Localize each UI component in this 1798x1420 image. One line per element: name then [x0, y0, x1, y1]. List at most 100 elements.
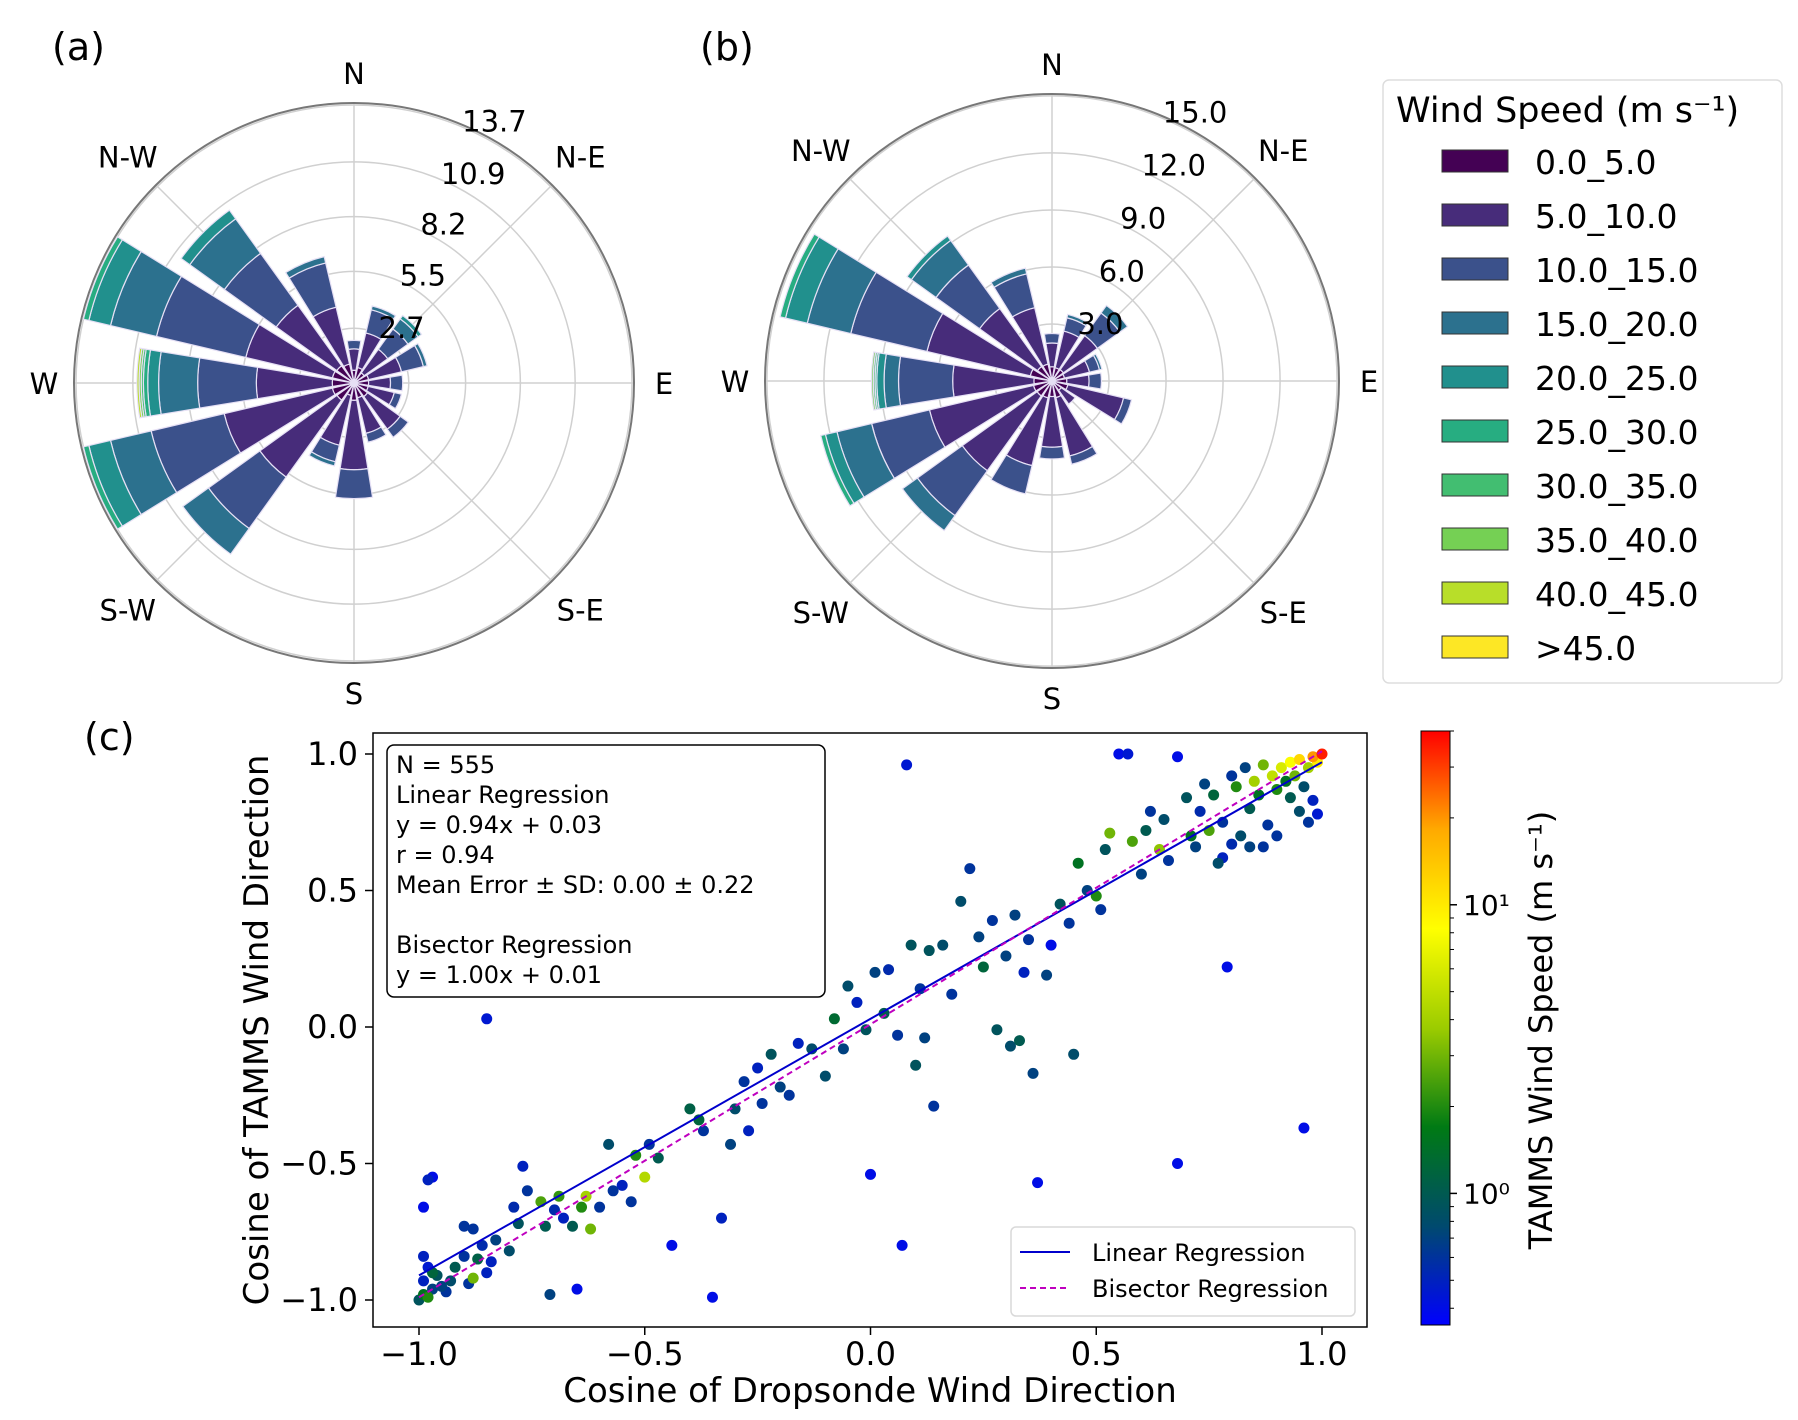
- legend-label: 0.0_5.0: [1535, 143, 1656, 182]
- data-point: [1235, 830, 1247, 842]
- data-point: [1104, 827, 1116, 839]
- data-point: [792, 1037, 804, 1049]
- rose-bar-segment: [284, 255, 327, 279]
- data-point: [458, 1250, 470, 1262]
- stats-box: [386, 744, 826, 998]
- legend-swatch: [1441, 527, 1509, 551]
- data-point: [1135, 868, 1147, 880]
- y-axis-label: Cosine of TAMMS Wind Direction: [237, 755, 277, 1306]
- data-point: [684, 1103, 696, 1115]
- data-point: [1194, 805, 1206, 817]
- radial-tick-label: 12.0: [1141, 149, 1206, 183]
- data-point: [1172, 1158, 1184, 1169]
- legend-title: Wind Speed (m s⁻¹): [1396, 91, 1739, 131]
- data-point: [1307, 794, 1319, 806]
- data-point: [1158, 814, 1170, 826]
- data-point: [729, 1103, 741, 1115]
- data-point: [422, 1291, 434, 1303]
- data-point: [1045, 939, 1057, 951]
- colorbar-tick-label: 10¹: [1463, 889, 1510, 922]
- y-tick-label: 0.5: [307, 872, 358, 910]
- data-point: [576, 1201, 588, 1213]
- data-point: [458, 1220, 470, 1232]
- regression-legend: [1010, 1226, 1356, 1317]
- data-point: [625, 1196, 637, 1208]
- data-point: [567, 1220, 579, 1232]
- x-tick-label: 1.0: [1297, 1335, 1348, 1373]
- data-point: [919, 1032, 931, 1044]
- data-point: [860, 1024, 872, 1036]
- legend-label-bisector: Bisector Regression: [1092, 1275, 1328, 1303]
- direction-label: N-E: [1258, 134, 1308, 168]
- rose-bar-segment: [308, 451, 337, 467]
- rose-bar-segment: [883, 353, 902, 409]
- data-point: [851, 996, 863, 1008]
- x-tick-label: 0.5: [1071, 1335, 1122, 1373]
- data-point: [1230, 781, 1242, 793]
- data-point: [896, 1239, 908, 1251]
- rose-bar-segment: [1065, 384, 1125, 421]
- data-point: [964, 863, 976, 875]
- data-point: [706, 1291, 718, 1303]
- rose-bar-segment: [346, 339, 362, 351]
- rose-bar-segment: [399, 314, 423, 338]
- rose-bar-segment: [1038, 445, 1066, 460]
- legend-swatch: [1441, 581, 1509, 605]
- y-tick-label: −0.5: [280, 1145, 358, 1183]
- legend-swatch: [1441, 473, 1509, 497]
- x-axis-label: Cosine of Dropsonde Wind Direction: [563, 1371, 1177, 1411]
- data-point: [1316, 748, 1328, 760]
- rose-bar-segment: [365, 426, 387, 443]
- direction-label: N: [343, 57, 365, 91]
- data-point: [937, 939, 949, 951]
- data-point: [1302, 816, 1314, 828]
- data-point: [467, 1223, 479, 1235]
- legend-swatch: [1441, 311, 1509, 335]
- panel-label-c: (c): [84, 715, 135, 759]
- data-point: [901, 759, 913, 771]
- radial-tick-label: 6.0: [1099, 254, 1145, 288]
- data-point: [1009, 909, 1021, 921]
- data-point: [1027, 1067, 1039, 1079]
- angular-gridline: [1051, 380, 1256, 585]
- direction-label: S-W: [793, 596, 849, 630]
- data-point: [490, 1234, 502, 1246]
- data-point: [743, 1125, 755, 1137]
- bisector-regression-line: [418, 750, 1323, 1299]
- rose-bar-segment: [898, 355, 955, 407]
- legend-swatch: [1441, 635, 1509, 659]
- legend-label: 15.0_20.0: [1535, 305, 1698, 344]
- data-point: [783, 1089, 795, 1101]
- windrose-a: N N-E E S-E S S-W W N-W 2.7 5.5 8.2 10.9 13.7: [30, 57, 674, 711]
- legend-label: 10.0_15.0: [1535, 251, 1698, 290]
- data-point: [1226, 770, 1238, 782]
- data-point: [1068, 1048, 1080, 1060]
- radial-tick-label: 3.0: [1077, 307, 1123, 341]
- data-point: [418, 1250, 430, 1262]
- data-point: [928, 1100, 940, 1112]
- rose-bar-segment: [147, 349, 162, 417]
- data-point: [869, 966, 881, 978]
- data-point: [449, 1261, 461, 1273]
- data-point: [418, 1275, 430, 1287]
- data-point: [1293, 805, 1305, 817]
- legend-swatch: [1441, 419, 1509, 443]
- data-point: [1262, 819, 1274, 831]
- rose-bar-segment: [901, 477, 956, 532]
- direction-label: N: [1041, 48, 1063, 82]
- data-point: [603, 1138, 615, 1150]
- rose-bar-segment: [1068, 445, 1098, 465]
- data-point: [585, 1223, 597, 1235]
- data-point: [1113, 748, 1125, 760]
- legend-swatch: [1441, 203, 1509, 227]
- data-point: [1212, 857, 1224, 869]
- data-point: [905, 939, 917, 951]
- stats-line: r = 0.94: [396, 841, 495, 869]
- data-point: [1298, 781, 1310, 793]
- data-point: [1181, 792, 1193, 804]
- data-point: [594, 1201, 606, 1213]
- direction-label: S-E: [1260, 596, 1307, 630]
- data-point: [842, 980, 854, 992]
- radial-tick-label: 15.0: [1163, 96, 1228, 130]
